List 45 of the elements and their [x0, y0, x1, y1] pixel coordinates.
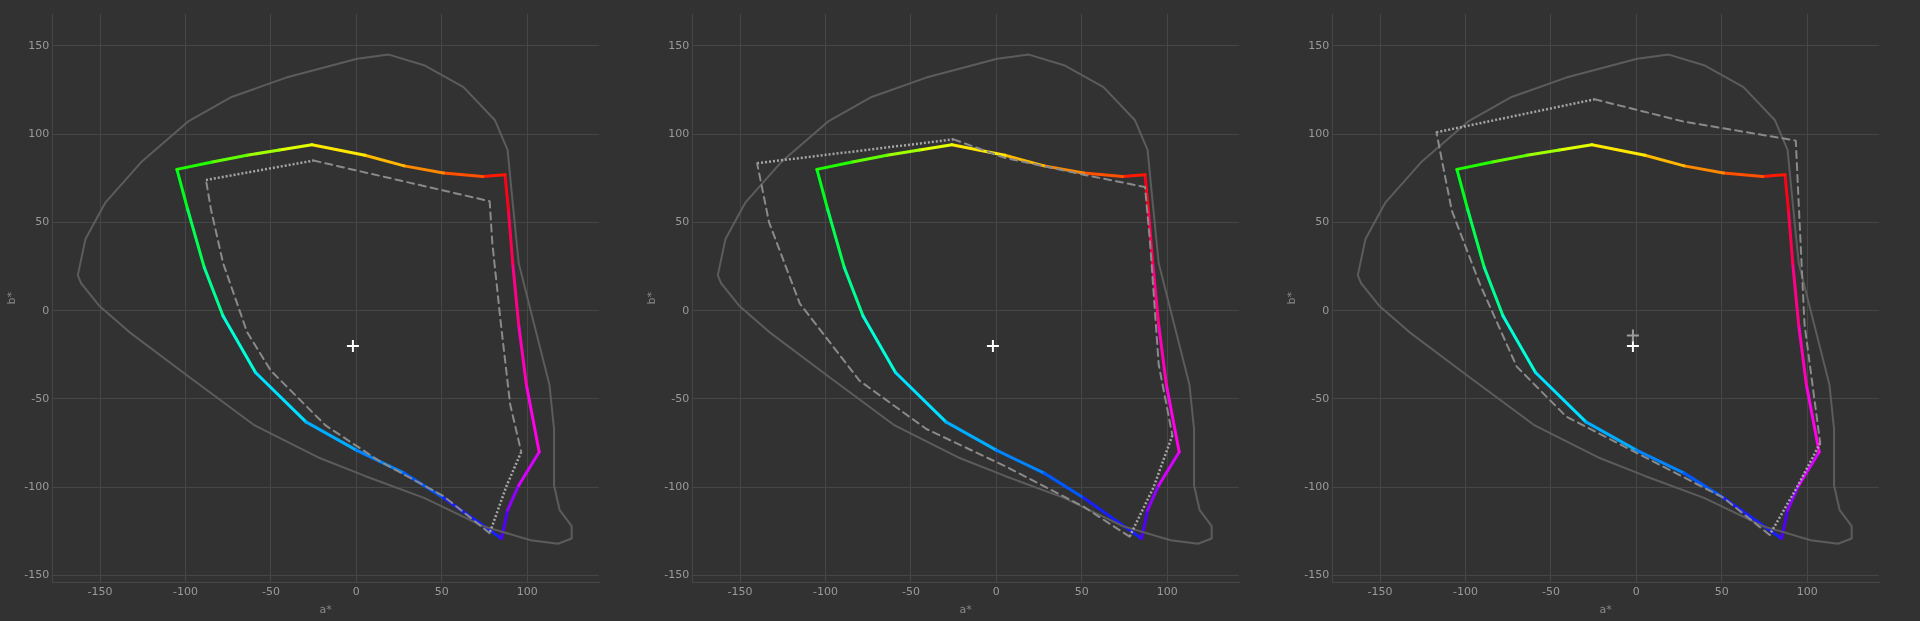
y-tick-label: 0: [1322, 303, 1330, 317]
x-tick-label: 100: [1796, 585, 1818, 599]
y-tick-label: -50: [31, 391, 50, 405]
y-tick-label: 150: [668, 38, 690, 52]
y-tick-label: 100: [1308, 126, 1330, 140]
y-tick-label: 50: [1315, 215, 1330, 229]
y-tick-label: 0: [42, 303, 50, 317]
y-tick-label: -100: [24, 480, 50, 494]
y-tick-label: 50: [675, 215, 690, 229]
x-tick-label: 50: [434, 585, 449, 599]
y-tick-label: 100: [668, 126, 690, 140]
y-tick-label: -150: [1304, 568, 1330, 582]
y-tick-label: -50: [671, 391, 690, 405]
y-tick-label: 100: [28, 126, 50, 140]
x-tick-label: 0: [1632, 585, 1640, 599]
x-tick-label: 0: [992, 585, 1000, 599]
x-tick-label: -50: [261, 585, 280, 599]
y-tick-label: -100: [664, 480, 690, 494]
x-tick-label: 0: [352, 585, 360, 599]
x-tick-label: -50: [1541, 585, 1560, 599]
x-axis-title: a*: [1599, 603, 1613, 617]
x-tick-label: -150: [727, 585, 753, 599]
x-tick-label: -150: [1367, 585, 1393, 599]
x-tick-label: -150: [87, 585, 113, 599]
y-tick-label: 150: [28, 38, 50, 52]
y-axis-title: b*: [645, 291, 659, 305]
x-tick-label: 50: [1074, 585, 1089, 599]
x-axis-title: a*: [959, 603, 973, 617]
y-axis-title: b*: [5, 291, 19, 305]
y-tick-label: -150: [664, 568, 690, 582]
x-tick-label: -50: [901, 585, 920, 599]
y-tick-label: -150: [24, 568, 50, 582]
x-tick-label: 100: [516, 585, 538, 599]
y-tick-label: 0: [682, 303, 690, 317]
y-tick-label: 150: [1308, 38, 1330, 52]
y-tick-label: -100: [1304, 480, 1330, 494]
y-tick-label: -50: [1311, 391, 1330, 405]
y-tick-label: 50: [35, 215, 50, 229]
y-axis-title: b*: [1285, 291, 1299, 305]
x-tick-label: -100: [1452, 585, 1478, 599]
x-tick-label: 50: [1714, 585, 1729, 599]
x-tick-label: -100: [172, 585, 198, 599]
x-tick-label: -100: [812, 585, 838, 599]
x-axis-title: a*: [319, 603, 333, 617]
x-tick-label: 100: [1156, 585, 1178, 599]
